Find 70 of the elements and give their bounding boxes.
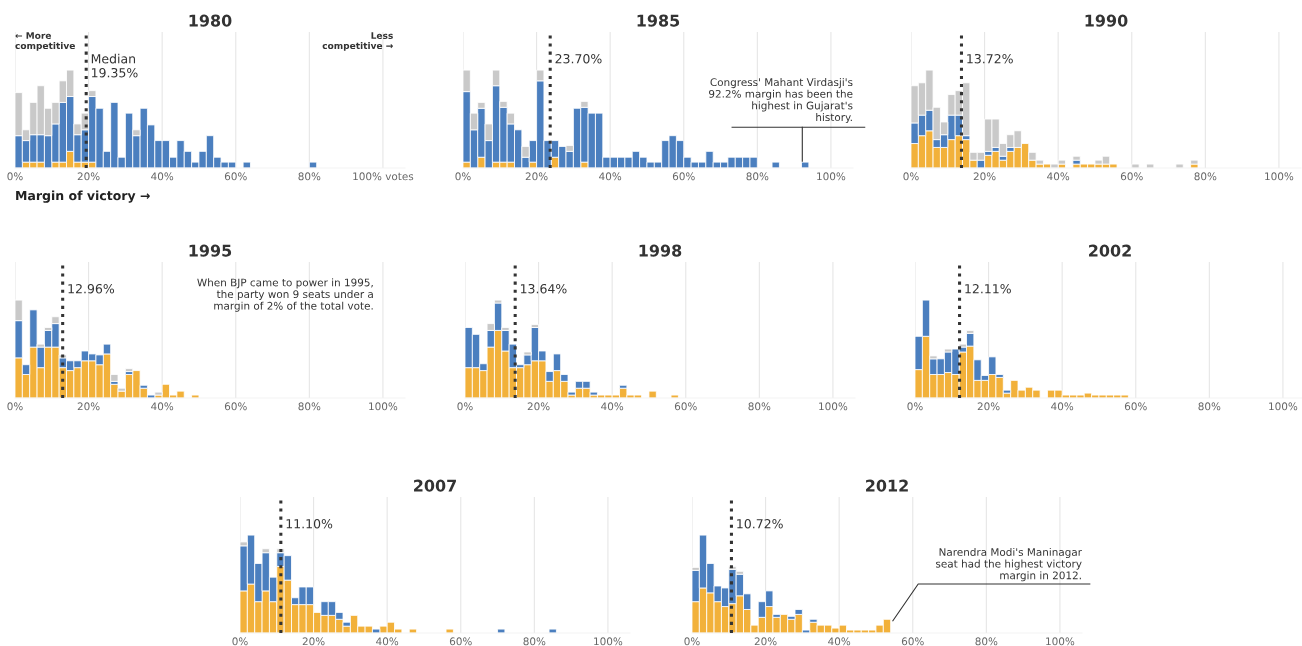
x-tick-label: 40% bbox=[599, 172, 622, 181]
x-tick-label: 100% bbox=[1265, 172, 1294, 181]
x-tick-label: 60% bbox=[224, 172, 247, 181]
x-tick-label: 40% bbox=[376, 637, 399, 646]
annotation: When BJP came to power in 1995, the party won 9 seats under a margin of 2% of the total vote. bbox=[197, 278, 373, 312]
x-tick-label: 40% bbox=[1047, 172, 1070, 181]
x-tick-label: 100% bbox=[594, 637, 623, 646]
x-axis-title: Margin of victory → bbox=[16, 190, 150, 203]
x-tick-label: 40% bbox=[828, 637, 851, 646]
x-tick-label: 20% bbox=[302, 637, 325, 646]
ref-line-label: 12.96% bbox=[68, 283, 115, 294]
x-tick-label: 100% bbox=[819, 402, 848, 411]
x-tick-label: 20% bbox=[77, 172, 100, 181]
x-tick-label: 60% bbox=[1124, 402, 1147, 411]
annotation: Congress' Mahant Virdasji's 92.2% margin has been the highest in Gujarat's history. bbox=[709, 78, 853, 124]
x-tick-label: 80% bbox=[746, 172, 769, 181]
x-tick-label: 80% bbox=[298, 172, 321, 181]
x-tick-label: 80% bbox=[298, 402, 321, 411]
annotation: Narendra Modi's Maninagar seat had the highest victory margin in 2012. bbox=[936, 547, 1082, 582]
chart-title: 2012 bbox=[866, 479, 908, 492]
x-tick-label: 60% bbox=[224, 402, 247, 411]
x-tick-label: 100% bbox=[1269, 402, 1298, 411]
ref-line-label: Median 19.35% bbox=[91, 53, 138, 78]
chart-title: 1998 bbox=[639, 244, 682, 257]
x-tick-label: 60% bbox=[449, 637, 472, 646]
x-tick-label: 20% bbox=[977, 402, 1000, 411]
chart-title: 1990 bbox=[1085, 14, 1128, 27]
text: Less competitive → bbox=[322, 32, 393, 51]
x-tick-label: 40% bbox=[151, 402, 174, 411]
ref-line-label: 13.64% bbox=[520, 283, 567, 294]
x-tick-label: 60% bbox=[901, 637, 924, 646]
ref-line-label: 10.72% bbox=[737, 518, 783, 529]
x-tick-label: 100% bbox=[817, 172, 846, 181]
x-tick-label: 20% bbox=[754, 637, 777, 646]
x-tick-label: 20% bbox=[973, 172, 996, 181]
x-tick-label: 100% bbox=[1046, 637, 1075, 646]
ref-line-label: 11.10% bbox=[286, 518, 333, 529]
x-tick-label: 40% bbox=[1051, 402, 1074, 411]
x-tick-label: 0% bbox=[7, 172, 23, 181]
chart-title: 1980 bbox=[189, 14, 232, 27]
x-tick-label: 20% bbox=[527, 402, 550, 411]
chart-title: 1985 bbox=[637, 14, 680, 27]
x-tick-label: 20% bbox=[525, 172, 548, 181]
chart-title: 1995 bbox=[189, 244, 232, 257]
chart-title: 2002 bbox=[1089, 244, 1131, 257]
x-tick-label: 80% bbox=[1194, 172, 1217, 181]
x-tick-label: 0% bbox=[907, 402, 923, 411]
x-tick-label: 0% bbox=[903, 172, 919, 181]
x-tick-label: 40% bbox=[151, 172, 174, 181]
x-tick-label: 60% bbox=[1120, 172, 1143, 181]
x-tick-label: 0% bbox=[232, 637, 248, 646]
x-tick-label: 0% bbox=[684, 637, 700, 646]
x-tick-label: 20% bbox=[77, 402, 100, 411]
x-tick-label: 100% votes bbox=[353, 172, 414, 181]
x-tick-label: 80% bbox=[975, 637, 998, 646]
ref-line-label: 13.72% bbox=[967, 53, 1013, 64]
x-tick-label: 80% bbox=[748, 402, 771, 411]
x-tick-label: 0% bbox=[7, 402, 23, 411]
ref-line-label: 23.70% bbox=[555, 53, 602, 64]
x-tick-label: 100% bbox=[369, 402, 398, 411]
x-tick-label: 60% bbox=[672, 172, 695, 181]
x-tick-label: 0% bbox=[457, 402, 473, 411]
ref-line-label: 12.11% bbox=[965, 283, 1011, 294]
x-tick-label: 40% bbox=[601, 402, 624, 411]
text: ← More competitive bbox=[15, 32, 75, 51]
x-tick-label: 60% bbox=[674, 402, 697, 411]
x-tick-label: 80% bbox=[1198, 402, 1221, 411]
x-tick-label: 80% bbox=[523, 637, 546, 646]
x-tick-label: 0% bbox=[455, 172, 471, 181]
chart-title: 2007 bbox=[414, 479, 456, 492]
